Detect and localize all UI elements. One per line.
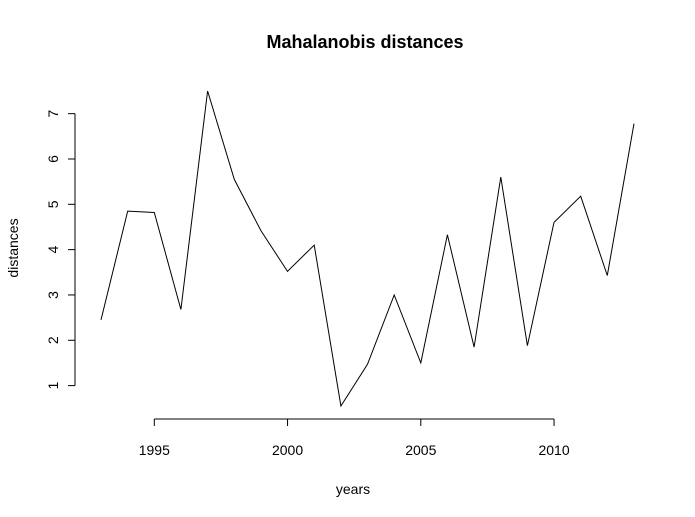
series-line [100,90,635,408]
y-tick-label: 2 [45,336,61,344]
y-tick-label: 3 [45,291,61,299]
x-tick-label: 2010 [538,442,569,458]
x-tick-label: 2000 [272,442,303,458]
plot-series [100,90,635,408]
y-tick-label: 5 [45,200,61,208]
chart-title: Mahalanobis distances [266,32,463,52]
y-tick-label: 1 [45,382,61,390]
y-axis-label: distances [5,218,21,277]
y-tick-label: 6 [45,155,61,163]
x-axis-label: years [336,481,370,497]
y-axis: 1 2 3 4 5 6 7 [45,110,76,390]
x-axis: 1995 2000 2005 2010 [139,418,570,458]
y-tick-label: 7 [45,110,61,118]
y-tick-label: 4 [45,246,61,254]
x-tick-label: 2005 [405,442,436,458]
x-tick-label: 1995 [139,442,170,458]
